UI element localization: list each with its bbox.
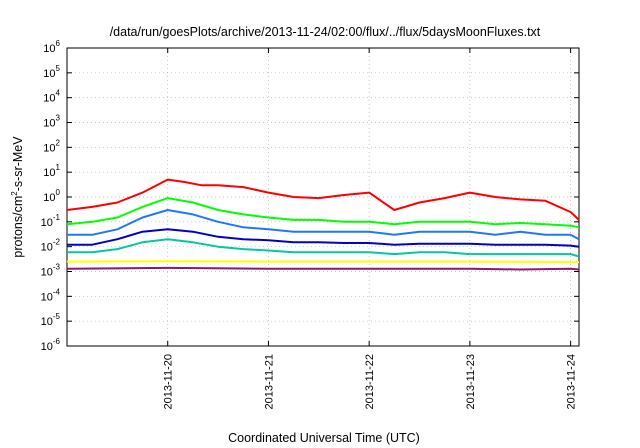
y-tick-label: 10-4 bbox=[41, 287, 61, 303]
y-tick-label: 105 bbox=[43, 64, 60, 80]
y-tick-label: 103 bbox=[43, 114, 60, 130]
y-tick-label: 10-1 bbox=[41, 213, 61, 229]
x-tick-label: 2013-11-20 bbox=[163, 354, 175, 409]
series-line-2 bbox=[66, 197, 580, 229]
y-axis-label: protons/cm2-s-sr-MeV bbox=[10, 136, 25, 258]
series-line-6 bbox=[66, 260, 579, 264]
series-line-1 bbox=[66, 178, 580, 221]
y-tick-label: 100 bbox=[43, 188, 60, 204]
y-tick-label: 102 bbox=[43, 138, 60, 154]
series-line-5 bbox=[67, 238, 580, 258]
chart-title: /data/run/goesPlots/archive/2013-11-24/0… bbox=[110, 25, 541, 39]
x-tick-label: 2013-11-21 bbox=[263, 354, 275, 409]
series-line-7 bbox=[66, 266, 580, 271]
series-line-4 bbox=[67, 228, 580, 248]
x-tick-label: 2013-11-24 bbox=[566, 354, 578, 409]
y-tick-label: 10-5 bbox=[41, 312, 61, 328]
y-tick-label: 104 bbox=[43, 89, 60, 105]
y-tick-labels: 10-6 10-5 10-4 10-3 10-2 10-1 100 101 102 103 104 1… bbox=[41, 39, 61, 353]
y-tick-label: 106 bbox=[43, 39, 60, 55]
series-group bbox=[66, 178, 580, 271]
x-tick-label: 2013-11-23 bbox=[465, 354, 477, 409]
y-tick-label: 101 bbox=[43, 163, 60, 179]
x-axis-label: Coordinated Universal Time (UTC) bbox=[228, 431, 420, 445]
y-tick-label: 10-2 bbox=[41, 238, 61, 254]
y-tick-label: 10-6 bbox=[41, 337, 61, 353]
y-tick-label: 10-3 bbox=[41, 263, 61, 279]
x-tick-label: 2013-11-22 bbox=[364, 354, 376, 409]
x-tick-labels: 2013-11-20 2013-11-21 2013-11-22 2013-11-23… bbox=[163, 354, 578, 409]
series-line-3 bbox=[67, 209, 580, 241]
